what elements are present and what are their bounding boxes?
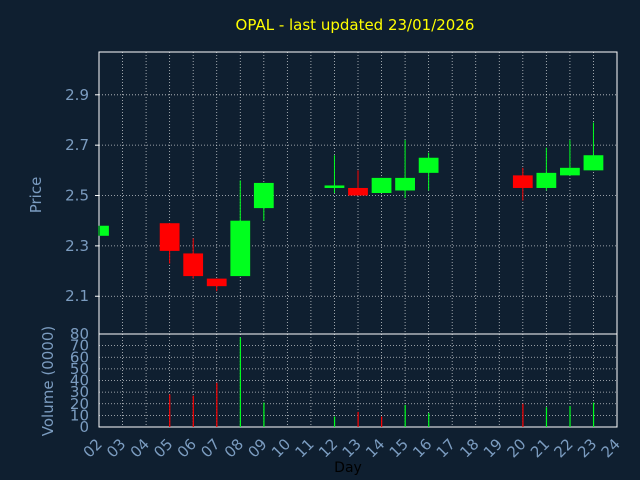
volume-bar xyxy=(404,404,406,427)
candle-body xyxy=(536,172,557,188)
volume-tick-label: 40 xyxy=(70,372,89,390)
volume-bar xyxy=(381,416,383,427)
x-tick-label: 04 xyxy=(127,435,153,461)
x-tick-label: 24 xyxy=(598,435,624,461)
x-tick-label: 10 xyxy=(268,435,294,461)
volume-tick-label: 20 xyxy=(70,395,89,413)
x-tick-label: 07 xyxy=(197,435,223,461)
volume-bar xyxy=(169,394,171,427)
x-tick-label: 23 xyxy=(574,435,600,461)
x-tick-label: 02 xyxy=(80,435,106,461)
price-axis-label: Price xyxy=(27,177,45,214)
candle-body xyxy=(395,177,415,191)
candle-body xyxy=(418,157,439,173)
x-tick-label: 21 xyxy=(527,435,553,461)
x-tick-label: 19 xyxy=(480,435,506,461)
candle-body xyxy=(253,182,274,209)
volume-axis-label: Volume (0000) xyxy=(39,326,57,436)
candle-body xyxy=(371,177,392,193)
candle-body xyxy=(512,175,533,188)
volume-bar xyxy=(545,407,548,427)
price-tick-label: 2.5 xyxy=(65,187,89,205)
x-axis-label: Day xyxy=(334,460,362,476)
volume-tick-label: 10 xyxy=(70,406,89,424)
x-tick-label: 05 xyxy=(150,435,176,461)
x-tick-label: 13 xyxy=(339,435,365,461)
volume-tick-label: 30 xyxy=(70,383,89,401)
x-tick-label: 03 xyxy=(103,435,129,461)
x-tick-label: 12 xyxy=(315,435,341,461)
x-tick-label: 08 xyxy=(221,435,247,461)
volume-bar xyxy=(239,337,241,427)
x-tick-label: 17 xyxy=(433,435,459,461)
x-tick-label: 06 xyxy=(174,435,200,461)
candle-body xyxy=(583,155,604,171)
candle-body xyxy=(100,225,109,236)
volume-tick-label: 70 xyxy=(70,337,89,355)
volume-bar xyxy=(428,413,430,427)
price-tick-label: 2.7 xyxy=(65,136,89,154)
volume-tick-label: 50 xyxy=(70,360,89,378)
chart-title: OPAL - last updated 23/01/2026 xyxy=(236,16,475,34)
volume-bar xyxy=(216,382,218,427)
volume-bar xyxy=(333,416,336,427)
volume-bar xyxy=(522,403,524,427)
price-tick-label: 2.3 xyxy=(65,237,89,255)
volume-bar xyxy=(592,402,595,427)
volume-tick-label: 60 xyxy=(70,348,89,366)
x-tick-label: 22 xyxy=(551,435,577,461)
candle-body xyxy=(324,185,345,188)
price-tick-label: 2.1 xyxy=(65,287,89,305)
candle-body xyxy=(348,187,368,196)
volume-bar xyxy=(357,411,359,427)
x-tick-label: 16 xyxy=(409,435,435,461)
candle-body xyxy=(183,253,204,277)
volume-tick-label: 0 xyxy=(79,418,89,436)
x-tick-label: 18 xyxy=(456,435,482,461)
x-tick-label: 15 xyxy=(386,435,412,461)
candle-body xyxy=(159,223,180,251)
x-tick-label: 20 xyxy=(503,435,529,461)
candle-body xyxy=(230,220,251,277)
x-tick-label: 09 xyxy=(244,435,270,461)
x-tick-label: 14 xyxy=(362,435,388,461)
candle-body xyxy=(560,167,580,176)
volume-tick-label: 80 xyxy=(70,325,89,343)
volume-bar xyxy=(263,402,265,427)
candle-body xyxy=(206,278,227,287)
x-tick-label: 11 xyxy=(292,435,318,461)
volume-bar xyxy=(569,406,571,427)
price-tick-label: 2.9 xyxy=(65,86,89,104)
volume-bar xyxy=(192,395,194,427)
